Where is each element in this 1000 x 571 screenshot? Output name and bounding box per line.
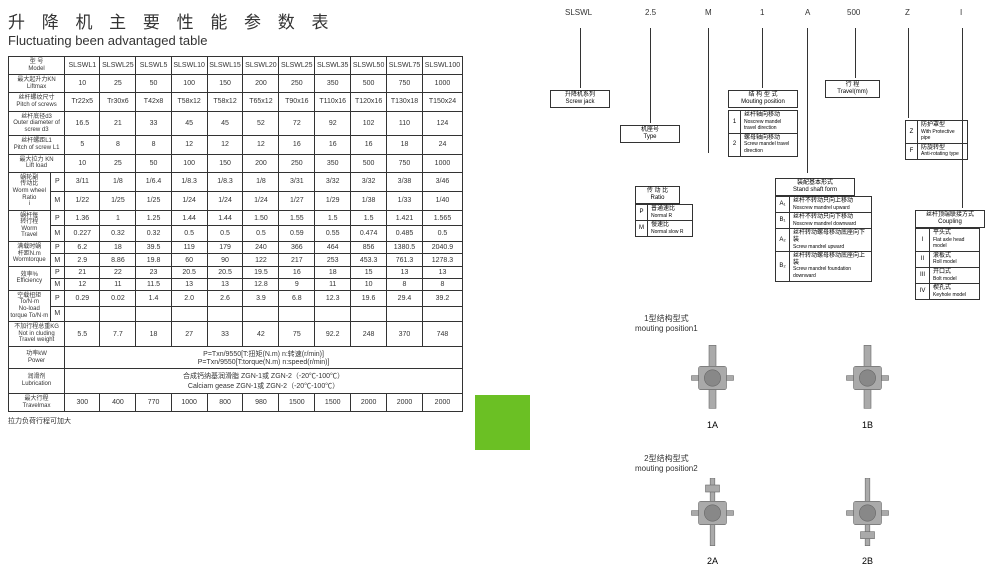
info-box: 传 动 比Ratio <box>635 186 680 204</box>
code-label: M <box>705 8 712 17</box>
mount-label-2a: 2A <box>685 556 740 566</box>
mini-table: Z防护罩型With Protective pipeF防旋转型Anti-rotat… <box>905 120 968 160</box>
info-box: 丝杆顶端联接方式Coupling <box>915 210 985 228</box>
info-box: 结 构 型 式Mouting position <box>728 90 798 108</box>
mount-img-1a <box>685 343 740 413</box>
title-en: Fluctuating been advantaged table <box>8 33 463 48</box>
code-structure: 升降机系列Screw jack 机座号Type 结 构 型 式Mouting pos… <box>530 28 990 183</box>
footer-note: 拉力负荷行程可加大 <box>8 416 463 426</box>
mini-table: 1丝杆轴向移动Noscrew mandel travel direction2螺… <box>728 110 798 157</box>
code-labels: SLSWL 2.5 M 1 A 500 Z I <box>530 8 990 28</box>
mount-label-1a: 1A <box>685 420 740 430</box>
main-table: 型 号ModelSLSWL1SLSWL25SLSWL5SLSWL10SLSWL1… <box>8 56 463 412</box>
code-label: I <box>960 8 962 17</box>
mount-pos1-title: 1型结构型式mouting position1 <box>635 313 698 333</box>
mini-table: P普通速比Normal RM慢速比Normal slow R <box>635 204 693 237</box>
title-cn: 升 降 机 主 要 性 能 参 数 表 <box>8 8 463 33</box>
mini-table: I平头式Flat axle head modelII滚板式Roll modelI… <box>915 228 980 300</box>
info-box: 装配基本形式Stand shaft form <box>775 178 855 196</box>
info-box: 升降机系列Screw jack <box>550 90 610 108</box>
mount-img-2b <box>840 478 895 548</box>
mount-img-2a <box>685 478 740 548</box>
mini-table: A₁丝杆不转动只向上移动Noscrew mandrel upwardB₁丝杆不转… <box>775 196 872 282</box>
mount-pos2-title: 2型结构型式mouting position2 <box>635 453 698 473</box>
mount-label-1b: 1B <box>840 420 895 430</box>
mount-label-2b: 2B <box>840 556 895 566</box>
code-label: A <box>805 8 810 17</box>
code-label: Z <box>905 8 910 17</box>
code-label: SLSWL <box>565 8 592 17</box>
info-box: 机座号Type <box>620 125 680 143</box>
code-label: 1 <box>760 8 764 17</box>
info-box: 行 程Travel(mm) <box>825 80 880 98</box>
green-block <box>475 395 530 450</box>
code-label: 2.5 <box>645 8 656 17</box>
code-label: 500 <box>847 8 860 17</box>
mount-img-1b <box>840 343 895 413</box>
